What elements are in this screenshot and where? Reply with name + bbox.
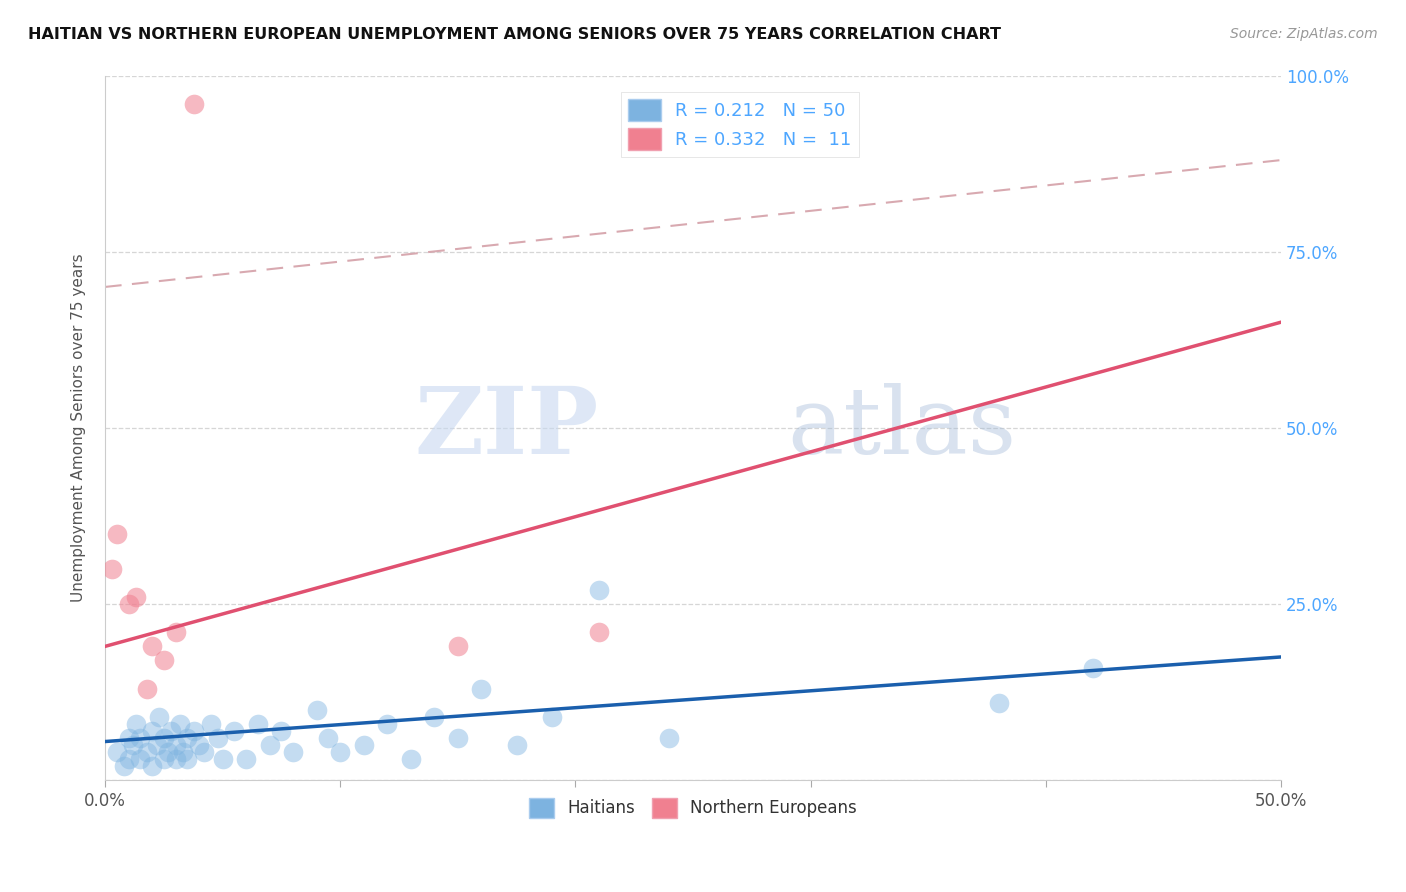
Northern Europeans <box>136 681 159 696</box>
Northern Europeans <box>124 590 146 604</box>
Haitians <box>176 752 198 766</box>
Text: atlas: atlas <box>787 383 1017 473</box>
Haitians <box>157 745 180 759</box>
Haitians <box>329 745 352 759</box>
Haitians <box>165 752 187 766</box>
Haitians <box>353 738 375 752</box>
Haitians <box>152 752 174 766</box>
Haitians <box>423 710 446 724</box>
Haitians <box>165 738 187 752</box>
Northern Europeans <box>447 640 470 654</box>
Haitians <box>117 752 139 766</box>
Haitians <box>541 710 564 724</box>
Text: HAITIAN VS NORTHERN EUROPEAN UNEMPLOYMENT AMONG SENIORS OVER 75 YEARS CORRELATIO: HAITIAN VS NORTHERN EUROPEAN UNEMPLOYMEN… <box>28 27 1001 42</box>
Haitians <box>148 710 170 724</box>
Text: Source: ZipAtlas.com: Source: ZipAtlas.com <box>1230 27 1378 41</box>
Haitians <box>145 738 167 752</box>
Haitians <box>117 731 139 745</box>
Haitians <box>1081 660 1104 674</box>
Y-axis label: Unemployment Among Seniors over 75 years: Unemployment Among Seniors over 75 years <box>72 253 86 602</box>
Northern Europeans <box>152 653 174 667</box>
Haitians <box>658 731 681 745</box>
Haitians <box>200 717 222 731</box>
Haitians <box>505 738 527 752</box>
Haitians <box>183 723 205 738</box>
Legend: Haitians, Northern Europeans: Haitians, Northern Europeans <box>523 791 863 825</box>
Haitians <box>211 752 233 766</box>
Haitians <box>160 723 183 738</box>
Haitians <box>152 731 174 745</box>
Haitians <box>112 759 135 773</box>
Haitians <box>987 696 1010 710</box>
Haitians <box>188 738 211 752</box>
Haitians <box>447 731 470 745</box>
Haitians <box>246 717 269 731</box>
Text: ZIP: ZIP <box>415 383 599 473</box>
Haitians <box>141 759 163 773</box>
Northern Europeans <box>101 562 124 576</box>
Haitians <box>318 731 340 745</box>
Haitians <box>122 738 145 752</box>
Haitians <box>129 752 152 766</box>
Haitians <box>235 752 257 766</box>
Northern Europeans <box>117 597 139 611</box>
Haitians <box>375 717 398 731</box>
Haitians <box>270 723 292 738</box>
Northern Europeans <box>165 625 187 640</box>
Haitians <box>124 717 146 731</box>
Haitians <box>588 582 610 597</box>
Haitians <box>141 723 163 738</box>
Haitians <box>259 738 281 752</box>
Haitians <box>176 731 198 745</box>
Haitians <box>207 731 229 745</box>
Northern Europeans <box>105 526 128 541</box>
Northern Europeans <box>183 96 205 111</box>
Haitians <box>224 723 246 738</box>
Haitians <box>470 681 492 696</box>
Haitians <box>399 752 422 766</box>
Haitians <box>305 703 328 717</box>
Haitians <box>169 717 191 731</box>
Haitians <box>129 731 152 745</box>
Haitians <box>281 745 304 759</box>
Haitians <box>105 745 128 759</box>
Haitians <box>193 745 215 759</box>
Northern Europeans <box>588 625 610 640</box>
Haitians <box>136 745 159 759</box>
Northern Europeans <box>141 640 163 654</box>
Haitians <box>172 745 194 759</box>
